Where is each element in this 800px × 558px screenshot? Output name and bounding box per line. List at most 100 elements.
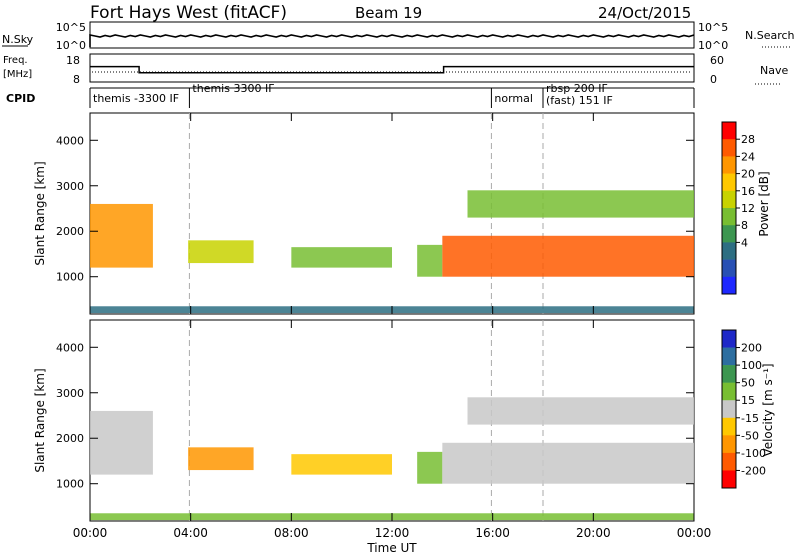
beam-label: Beam 19 [355,4,422,22]
colorbar-swatch [722,400,736,419]
y-axis-label: Slant Range [km] [33,368,47,472]
colorbar-swatch [722,208,736,226]
colorbar-tick-label: 4 [741,236,748,249]
cpid-segment-label: themis 3300 IF [192,82,274,95]
nave-label: Nave [760,64,788,77]
x-axis-label: Time UT [366,541,417,554]
colorbar-swatch [722,139,736,157]
colorbar-tick-label: -50 [741,429,759,442]
freq-tick-bottom: 8 [73,73,80,86]
colorbar-tick-label: 12 [741,202,755,215]
cpid-segments: themis -3300 IF themis 3300 IF normal rbsp … [93,82,613,108]
echo-band [442,442,694,484]
colorbar-tick-label: 24 [741,150,755,163]
power-panel: 1000 2000 3000 4000 Slant Range [km] [33,112,695,315]
frequency-line [90,65,694,74]
colorbar-swatch [722,122,736,140]
colorbar-swatch [722,242,736,260]
colorbar-swatch [722,452,736,471]
y-tick-label: 1000 [56,271,84,284]
x-tick-label: 16:00 [475,526,510,540]
date-label: 24/Oct/2015 [598,4,691,22]
echo-band [467,190,694,218]
colorbar-tick-label: 20 [741,168,755,181]
echo-band [442,235,694,277]
colorbar-swatch [722,347,736,366]
cpid-segment-label: (fast) 151 IF [546,94,613,107]
colorbar-tick-label: -15 [741,412,759,425]
nsearch-label: N.Search [745,29,795,42]
colorbar-swatch [722,173,736,192]
cpid-segment-label: rbsp 200 IF [546,82,608,95]
nsky-label: N.Sky [2,33,34,46]
echo-band [417,244,443,277]
colorbar-tick-label: 16 [741,185,755,198]
power-colorbar: 28 24 20 16 12 8 4 [721,121,755,295]
y-tick-label: 4000 [56,341,84,354]
y-tick-label: 2000 [56,225,84,238]
x-tick-label: 04:00 [173,526,208,540]
cpid-segment-label: themis -3300 IF [93,92,179,105]
freq-label-2: [MHz] [3,69,32,80]
x-tick-label: 12:00 [375,526,410,540]
freq-tick-top: 18 [66,54,80,67]
freq-label-1: Freq. [3,55,28,66]
cpid-segment-label: normal [494,92,533,105]
nave-tick-top: 60 [710,54,724,67]
cpid-label: CPID [6,92,35,105]
colorbar-swatch [722,435,736,454]
y-axis-label: Slant Range [km] [33,161,47,265]
power-colorbar-label: Power [dB] [757,171,771,236]
echo-band [90,203,153,268]
y-tick-label: 3000 [56,387,84,400]
x-tick-label: 00:00 [677,526,712,540]
colorbar-swatch [722,156,736,174]
colorbar-swatch [722,276,736,295]
colorbar-tick-label: 200 [741,342,762,355]
colorbar-swatch [722,382,736,401]
x-tick-labels: 00:00 04:00 08:00 12:00 16:00 20:00 00:00 [73,526,712,540]
echo-band [188,240,254,264]
nsky-tick-top: 10^5 [56,21,86,34]
x-tick-label: 20:00 [576,526,611,540]
y-tick-label: 1000 [56,478,84,491]
echo-band [417,451,443,484]
nsky-tick-bottom: 10^0 [56,39,86,52]
nsearch-tick-bottom: 10^0 [698,39,728,52]
y-tick-label: 3000 [56,180,84,193]
colorbar-tick-label: -200 [741,464,766,477]
velocity-colorbar-label: Velocity [m s⁻¹] [761,363,775,456]
echo-band [90,410,153,475]
colorbar-tick-label: 15 [741,394,755,407]
colorbar-frame [721,329,737,489]
y-tick-label: 4000 [56,134,84,147]
nsky-trace [89,34,695,47]
y-tick-label: 2000 [56,432,84,445]
nsearch-tick-top: 10^5 [698,21,728,34]
colorbar-swatch [722,330,736,348]
colorbar-swatch [722,225,736,243]
echo-band [291,247,392,268]
colorbar-tick-label: 50 [741,377,755,390]
colorbar-tick-label: 8 [741,219,748,232]
echo-band [188,447,254,471]
colorbar-swatch [722,190,736,209]
colorbar-swatch [722,417,736,436]
colorbar-tick-label: 100 [741,359,762,372]
nsky-series-line [89,34,695,47]
freq-panel [89,53,695,83]
station-title: Fort Hays West (fitACF) [90,3,287,23]
echo-band [291,454,392,475]
x-tick-label: 08:00 [274,526,309,540]
colorbar-swatch [722,259,736,278]
echo-band [467,397,694,425]
colorbar-swatch [722,470,736,489]
nave-tick-bottom: 0 [710,73,717,86]
velocity-panel: 1000 2000 3000 4000 Slant Range [km] [33,319,695,522]
colorbar-swatch [722,365,736,383]
colorbar-tick-label: -100 [741,447,766,460]
x-tick-label: 00:00 [73,526,108,540]
velocity-colorbar: 200 100 50 15 -15 -50 -100 -200 [721,329,766,489]
colorbar-tick-label: 28 [741,133,755,146]
